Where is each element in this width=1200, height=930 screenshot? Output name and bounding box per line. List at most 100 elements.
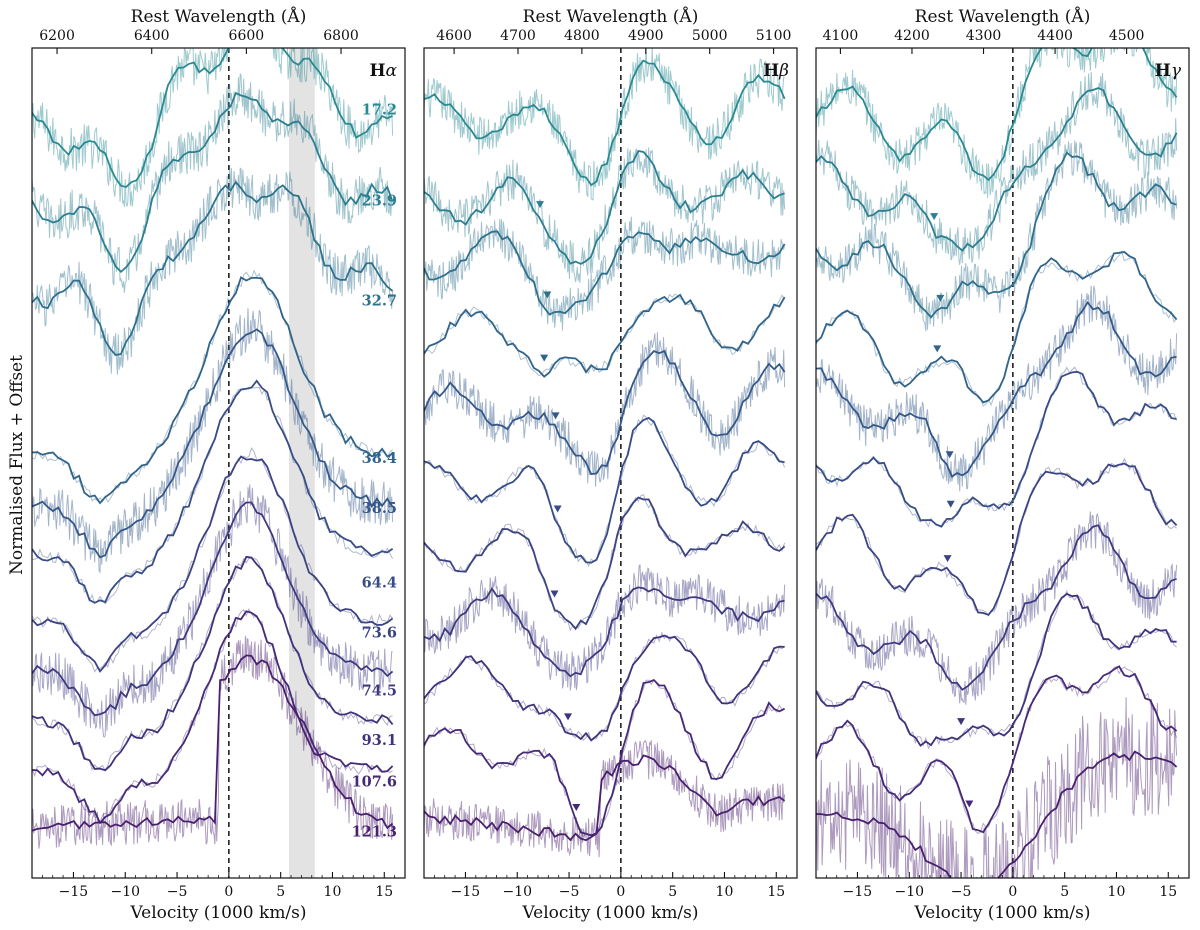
top-tick-label: 5100 <box>756 28 792 44</box>
absorption-marker-38.4 <box>933 345 942 353</box>
epoch-label-107.6: 107.6 <box>352 774 397 791</box>
raw-spectrum-23.9 <box>424 147 786 283</box>
smoothed-spectrum-73.6 <box>816 462 1178 616</box>
smoothed-spectrum-17.2 <box>424 59 786 187</box>
panel-β: Hβ −15 −10 −5 0 5 10 15 4600 4700 4800 4900 5000 5100… <box>423 6 798 923</box>
smoothed-spectrum-23.9 <box>32 91 394 274</box>
top-tick-label: 5000 <box>692 28 728 44</box>
raw-spectrum-23.9 <box>816 72 1178 265</box>
top-axis-label: Rest Wavelength (Å) <box>131 6 307 27</box>
smoothed-spectrum-32.7 <box>424 230 786 316</box>
top-tick-label: 6800 <box>323 28 359 44</box>
epoch-label-93.1: 93.1 <box>362 732 397 749</box>
raw-spectrum-74.5 <box>424 564 786 691</box>
absorption-marker-64.4 <box>946 500 955 508</box>
top-tick-label: 6200 <box>39 28 75 44</box>
smoothed-spectrum-93.1 <box>424 634 785 742</box>
smoothed-spectrum-73.6 <box>424 496 786 631</box>
top-tick-label: 4200 <box>894 28 930 44</box>
raw-spectrum-107.6 <box>816 666 1178 835</box>
smoothed-spectrum-73.6 <box>32 455 394 673</box>
smoothed-spectrum-17.2 <box>32 48 393 188</box>
raw-spectrum-38.4 <box>424 293 786 377</box>
x-tick-label: 0 <box>1008 884 1017 900</box>
x-tick-label: −15 <box>843 884 873 900</box>
epoch-label-32.7: 32.7 <box>362 292 397 309</box>
raw-spectrum-17.2 <box>32 48 394 207</box>
panel-title: Hβ <box>763 61 789 81</box>
plot-area <box>816 48 1178 878</box>
smoothed-spectrum-121.3 <box>424 754 786 842</box>
absorption-marker-93.1 <box>957 718 966 726</box>
raw-spectrum-74.5 <box>816 511 1178 705</box>
raw-spectrum-121.3 <box>424 739 786 858</box>
raw-spectrum-38.5 <box>816 285 1178 492</box>
smoothed-spectrum-93.1 <box>816 592 1177 747</box>
top-tick-label: 6400 <box>134 28 170 44</box>
raw-spectrum-17.2 <box>424 48 785 201</box>
smoothed-spectrum-17.2 <box>816 48 1178 182</box>
x-tick-label: 15 <box>1159 884 1177 900</box>
top-tick-label: 4800 <box>564 28 600 44</box>
smoothed-spectrum-64.4 <box>424 416 785 564</box>
raw-spectrum-38.5 <box>32 308 394 574</box>
smoothed-spectrum-32.7 <box>816 151 1177 319</box>
x-axis-label: Velocity (1000 km/s) <box>129 903 306 923</box>
smoothed-spectrum-107.6 <box>32 610 394 825</box>
epoch-label-38.4: 38.4 <box>362 450 397 467</box>
absorption-marker-32.7 <box>936 294 945 302</box>
x-tick-label: −15 <box>59 884 89 900</box>
x-tick-label: −5 <box>167 884 188 900</box>
smoothed-spectrum-38.5 <box>32 328 394 559</box>
x-tick-label: 5 <box>668 884 677 900</box>
y-axis-label: Normalised Flux + Offset <box>7 355 27 575</box>
smoothed-spectrum-38.4 <box>32 276 394 505</box>
top-tick-label: 4500 <box>1109 28 1145 44</box>
smoothed-spectrum-107.6 <box>424 678 786 837</box>
top-tick-label: 4600 <box>436 28 472 44</box>
x-tick-label: 15 <box>375 884 393 900</box>
raw-spectrum-74.5 <box>32 484 393 738</box>
epoch-label-64.4: 64.4 <box>362 575 397 592</box>
epoch-label-73.6: 73.6 <box>362 624 397 641</box>
top-tick-label: 4400 <box>1037 28 1073 44</box>
top-tick-label: 6600 <box>229 28 265 44</box>
top-tick-label: 4300 <box>966 28 1002 44</box>
epoch-label-38.5: 38.5 <box>362 500 397 517</box>
absorption-marker-38.5 <box>551 412 560 420</box>
x-tick-label: −15 <box>451 884 481 900</box>
absorption-marker-107.6 <box>572 803 581 811</box>
top-tick-label: 4900 <box>628 28 664 44</box>
smoothed-spectrum-74.5 <box>32 501 394 717</box>
raw-spectrum-32.7 <box>816 140 1178 332</box>
top-axis-label: Rest Wavelength (Å) <box>523 6 699 27</box>
absorption-marker-64.4 <box>553 505 562 513</box>
absorption-marker-73.6 <box>943 555 952 563</box>
absorption-marker-32.7 <box>543 291 552 299</box>
x-tick-label: −10 <box>894 884 924 900</box>
absorption-marker-38.4 <box>540 354 549 362</box>
top-tick-label: 4700 <box>500 28 536 44</box>
absorption-marker-73.6 <box>550 590 559 598</box>
absorption-marker-23.9 <box>930 213 939 221</box>
smoothed-spectrum-121.3 <box>32 654 394 832</box>
absorption-marker-23.9 <box>536 201 545 209</box>
smoothed-spectrum-23.9 <box>424 149 785 265</box>
smoothed-spectrum-38.4 <box>816 251 1178 404</box>
x-tick-label: 10 <box>1108 884 1126 900</box>
smoothed-spectrum-121.3 <box>816 750 1178 878</box>
smoothed-spectrum-23.9 <box>816 87 1178 252</box>
plot-area <box>424 48 786 878</box>
x-tick-label: 10 <box>324 884 342 900</box>
x-tick-label: 5 <box>276 884 285 900</box>
raw-spectrum-38.4 <box>32 269 393 503</box>
epoch-label-74.5: 74.5 <box>362 682 397 699</box>
raw-spectrum-17.2 <box>816 48 1178 199</box>
smoothed-spectrum-93.1 <box>32 555 394 772</box>
absorption-marker-38.5 <box>945 451 954 459</box>
x-tick-label: 15 <box>767 884 785 900</box>
raw-spectrum-38.4 <box>816 250 1178 407</box>
raw-spectrum-93.1 <box>424 631 785 742</box>
smoothed-spectrum-74.5 <box>424 586 785 678</box>
